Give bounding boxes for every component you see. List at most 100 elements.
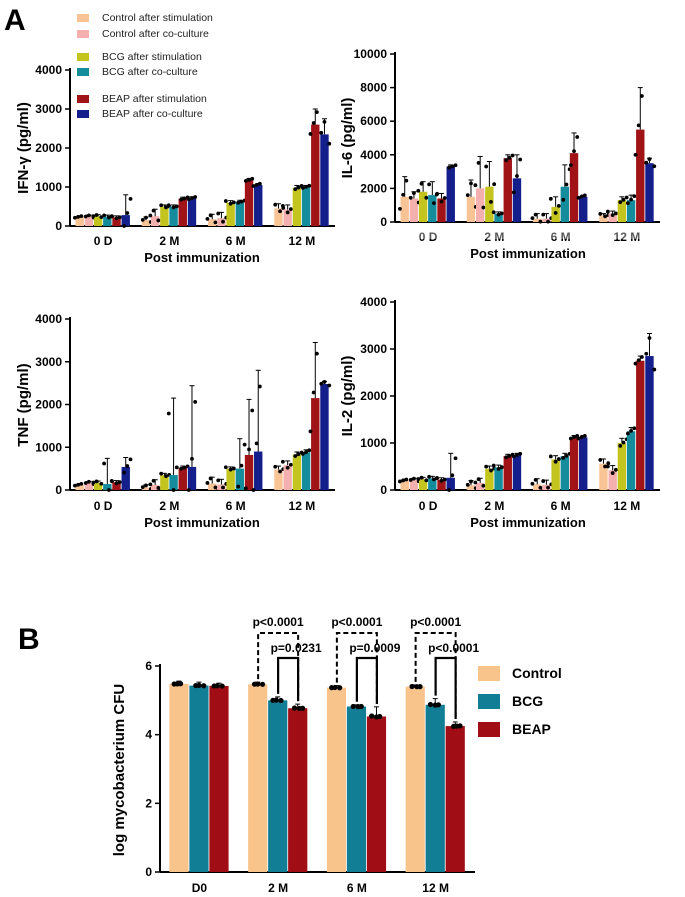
legend-label: Control <box>512 665 562 681</box>
data-point <box>291 705 298 711</box>
data-point <box>99 215 104 220</box>
data-point <box>156 486 161 490</box>
data-point <box>196 682 202 688</box>
data-point <box>434 476 439 481</box>
y-tick-label: 10000 <box>354 47 388 61</box>
data-point <box>144 215 148 220</box>
data-point <box>83 481 88 485</box>
data-point <box>251 184 256 188</box>
data-point <box>166 411 171 416</box>
bar <box>208 483 217 490</box>
data-point <box>304 450 308 455</box>
y-tick-label: 0 <box>380 215 387 229</box>
data-point <box>322 119 327 124</box>
data-point <box>476 160 481 165</box>
bar <box>150 216 160 226</box>
x-tick-label: 6 M <box>551 230 571 244</box>
bar <box>178 198 187 226</box>
data-point <box>408 195 413 200</box>
bar <box>103 216 112 226</box>
data-point <box>201 683 207 689</box>
y-tick-label: 2000 <box>360 181 387 195</box>
data-point <box>164 474 168 478</box>
data-point <box>314 110 319 115</box>
bar <box>169 206 178 226</box>
bar <box>475 188 485 222</box>
bar <box>418 191 428 222</box>
data-point <box>87 213 91 218</box>
data-point <box>214 683 220 689</box>
data-point <box>278 469 282 474</box>
data-point <box>507 454 512 458</box>
data-point <box>213 485 218 490</box>
data-point <box>453 163 458 168</box>
bar <box>428 195 437 222</box>
data-point <box>481 205 486 210</box>
data-point <box>91 480 96 485</box>
data-point <box>239 463 244 468</box>
data-point <box>644 160 649 165</box>
x-tick-label: 12 M <box>614 230 641 244</box>
data-point <box>159 203 164 208</box>
data-point <box>507 155 512 160</box>
chart-il6: 0 2000 4000 6000 8000 10000 IL-6 (pg/ml) 0 D 2 M… <box>339 47 662 261</box>
data-point <box>575 135 580 139</box>
bar <box>418 479 428 490</box>
data-point <box>432 201 436 206</box>
y-tick-label: 0 <box>55 219 62 233</box>
data-point <box>114 481 119 486</box>
data-point <box>553 459 558 464</box>
data-point <box>236 200 241 205</box>
bar <box>437 479 446 490</box>
x-tick-label: 0 D <box>94 499 113 513</box>
data-point <box>613 211 618 216</box>
bar <box>311 124 320 226</box>
data-point <box>496 212 501 217</box>
legend-panel-a: Control after stimulation Control after c… <box>77 12 213 120</box>
y-tick-label: 3000 <box>35 102 62 116</box>
bar <box>636 360 645 490</box>
bar <box>579 437 588 490</box>
x-tick-label: 6 M <box>347 881 367 895</box>
data-point <box>311 121 316 125</box>
data-point <box>308 132 313 136</box>
data-point <box>492 182 497 187</box>
data-point <box>223 465 228 470</box>
bar <box>169 683 189 872</box>
data-point <box>285 465 290 470</box>
data-point <box>304 184 308 189</box>
bracket-inner <box>277 656 300 702</box>
data-point <box>605 209 610 214</box>
data-point <box>257 384 262 389</box>
data-point <box>319 381 324 386</box>
bar <box>366 716 387 872</box>
data-point <box>307 448 312 453</box>
data-point <box>504 455 509 460</box>
bar <box>169 475 178 490</box>
data-point <box>94 213 99 217</box>
bar <box>235 468 245 490</box>
significance-brackets: p<0.0001 p=0.0231 p<0.0001 p=0.0009 p<0.0001… <box>253 615 479 719</box>
bar <box>320 383 329 490</box>
bar <box>244 179 254 226</box>
data-point <box>603 214 607 219</box>
data-point <box>625 201 630 206</box>
bars <box>73 342 332 492</box>
data-point <box>273 697 279 703</box>
data-point <box>223 199 228 203</box>
data-point <box>419 475 424 480</box>
data-point <box>416 188 421 193</box>
bar <box>121 215 130 226</box>
bar <box>75 484 84 490</box>
data-point <box>499 465 504 470</box>
y-tick-label: 1000 <box>35 440 62 454</box>
data-point <box>332 684 338 691</box>
y-tick-label: 4000 <box>35 63 62 77</box>
data-point <box>250 176 255 181</box>
data-point <box>564 182 569 187</box>
data-point <box>94 479 99 484</box>
y-axis-label: IL-6 (pg/ml) <box>339 98 356 179</box>
bar <box>189 685 209 872</box>
legend-label: BEAP after stimulation <box>102 93 207 105</box>
data-point <box>457 723 463 729</box>
